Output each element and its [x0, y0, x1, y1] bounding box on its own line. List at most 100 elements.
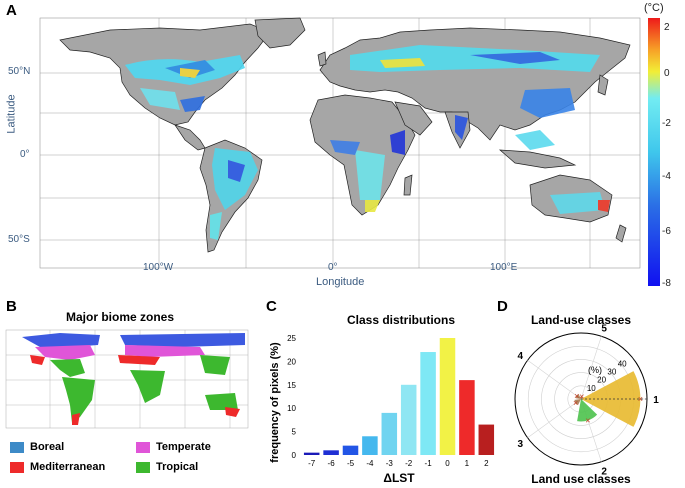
- bar--5: [342, 445, 359, 455]
- bar-xtick-1: -6: [328, 459, 336, 468]
- polar-sector-2: [577, 399, 598, 422]
- polar-radial-tick-1: 20: [597, 376, 606, 385]
- bar-xtick-6: -1: [425, 459, 433, 468]
- bar--3: [381, 412, 398, 455]
- bar-ytick-4: 20: [287, 357, 296, 366]
- legend-temperate-label: Temperate: [156, 441, 211, 453]
- bar-xtick-8: 1: [465, 459, 470, 468]
- bar-xlabel: ΔLST: [383, 471, 415, 485]
- panel-label-d: D: [497, 298, 508, 315]
- japan: [597, 74, 609, 96]
- land-use-polar-chart: Land-use classes×××× ×10203040(%)12345Lan…: [514, 313, 659, 486]
- polar-title: Land-use classes: [531, 313, 631, 327]
- map-ylabel: Latitude: [5, 94, 18, 134]
- bar-xtick-7: 0: [445, 459, 450, 468]
- polar-radial-tick-2: 30: [607, 367, 616, 376]
- polar-marker-2: ×: [585, 415, 590, 425]
- bar--2: [400, 384, 417, 455]
- polar-radial-tick-3: 40: [618, 359, 627, 368]
- colorbar: [648, 18, 660, 286]
- legend-boreal-label: Boreal: [30, 441, 65, 453]
- bar-1: [459, 380, 475, 455]
- panel-label-b: B: [6, 298, 17, 315]
- polar-marker-5: ×: [579, 391, 584, 401]
- lon-tick-100w: 100°W: [143, 262, 174, 273]
- legend-boreal: Boreal: [10, 441, 64, 453]
- bar-ytick-5: 25: [287, 334, 296, 343]
- lat-tick-0: 0°: [20, 149, 30, 160]
- bar--6: [323, 450, 339, 455]
- lat-tick-50n: 50°N: [8, 66, 31, 77]
- polar-class-label-2: 2: [601, 466, 607, 477]
- bar-ylabel: frequency of pixels (%): [269, 342, 281, 463]
- legend-mediterranean-swatch: [10, 461, 24, 473]
- biome-title: Major biome zones: [66, 310, 175, 324]
- bar-xtick-9: 2: [484, 459, 489, 468]
- biome-map: [5, 329, 249, 429]
- polar-radial-tick-0: 10: [587, 384, 596, 393]
- bar-xtick-5: -2: [405, 459, 413, 468]
- bar-xtick-0: -7: [308, 459, 316, 468]
- world-map: [39, 17, 660, 286]
- bar--1: [420, 352, 436, 455]
- map-xlabel: Longitude: [316, 276, 365, 288]
- madagascar: [403, 174, 413, 196]
- bar-plot-area: [301, 333, 497, 456]
- legend-tropical-label: Tropical: [156, 461, 199, 473]
- polar-marker-1: ×: [638, 394, 643, 404]
- legend-tropical: Tropical: [136, 461, 198, 473]
- indonesia: [498, 149, 577, 169]
- polar-spoke-2: [527, 398, 582, 439]
- polar-spoke-4: [580, 336, 602, 400]
- lon-tick-100e: 100°E: [490, 262, 518, 273]
- polar-class-label-5: 5: [601, 324, 607, 335]
- legend-temperate-swatch: [136, 441, 150, 453]
- polar-spoke-3: [527, 359, 582, 400]
- legend-tropical-swatch: [136, 461, 150, 473]
- colorbar-tick-minus2: -2: [662, 118, 671, 129]
- polar-bottom-label: Land use classes: [531, 472, 631, 486]
- polar-marker-3: ×: [573, 398, 578, 408]
- greenland: [254, 17, 306, 49]
- legend-temperate: Temperate: [136, 441, 211, 453]
- legend-boreal-swatch: [10, 441, 24, 453]
- polar-class-label-4: 4: [518, 351, 524, 362]
- legend-mediterranean-label: Mediterranean: [30, 461, 106, 473]
- bar--4: [362, 436, 378, 455]
- colorbar-tick-2: 2: [664, 22, 670, 33]
- polar-sector-5: [580, 396, 583, 399]
- arabia: [394, 101, 433, 136]
- biome-zones: [22, 333, 245, 425]
- bar--7: [303, 452, 320, 455]
- uk: [317, 51, 327, 67]
- bar-0: [439, 338, 456, 455]
- polar-class-label-1: 1: [653, 395, 659, 406]
- bar-xtick-4: -3: [386, 459, 394, 468]
- bar-xtick-2: -5: [347, 459, 355, 468]
- legend-mediterranean: Mediterranean: [10, 461, 105, 473]
- lon-tick-0: 0°: [328, 262, 338, 273]
- polar-sector-4: [575, 394, 581, 399]
- bar-xtick-3: -4: [366, 459, 374, 468]
- polar-sector-3: [574, 399, 581, 405]
- polar-class-label-3: 3: [518, 439, 524, 450]
- lat-tick-50s: 50°S: [8, 234, 30, 245]
- colorbar-tick-minus8: -8: [662, 278, 671, 289]
- polar-radial-unit: (%): [588, 365, 602, 375]
- panel-label-a: A: [6, 2, 17, 19]
- colorbar-tick-0: 0: [664, 68, 670, 79]
- colorbar-tick-minus6: -6: [662, 226, 671, 237]
- bar-ytick-1: 5: [292, 428, 297, 437]
- colorbar-tick-minus4: -4: [662, 171, 671, 182]
- colorbar-unit: (°C): [644, 2, 664, 14]
- new-zealand: [615, 224, 627, 243]
- bar-2: [478, 424, 495, 455]
- bar-ytick-0: 0: [292, 451, 297, 460]
- polar-marker-4: ×: [574, 391, 579, 401]
- bar-chart-title: Class distributions: [347, 313, 455, 327]
- lst-overlay: [125, 45, 610, 240]
- bar-ytick-3: 15: [287, 381, 296, 390]
- panel-label-c: C: [266, 298, 277, 315]
- bar-ytick-2: 10: [287, 404, 296, 413]
